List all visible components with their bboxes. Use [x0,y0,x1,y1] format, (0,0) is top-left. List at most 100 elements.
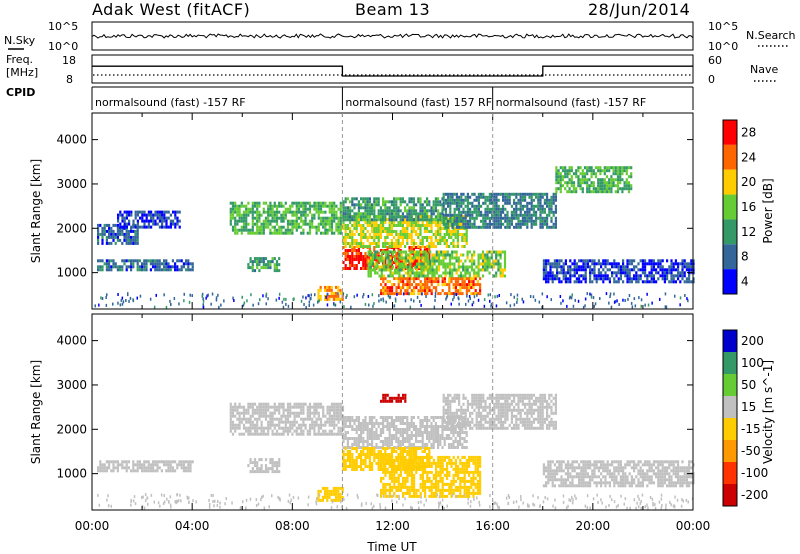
power-cell [603,178,606,182]
power-cell [176,210,179,214]
velocity-cell [439,443,442,446]
velocity-cell [264,417,268,421]
power-cell [588,178,591,182]
velocity-cell [317,417,320,421]
power-cell [134,232,137,236]
power-cell [539,225,542,229]
velocity-cell [445,416,448,419]
power-cell [388,224,391,227]
velocity-cell [330,492,333,496]
power-speckle [628,294,631,297]
power-cell [374,262,377,266]
power-cell [393,277,396,281]
power-cell [362,245,365,248]
power-speckle [389,295,392,299]
power-cell [357,261,360,264]
power-cell [357,258,360,261]
velocity-cell [360,462,363,465]
power-cell [238,213,241,217]
power-cell [431,268,434,272]
power-cell [599,169,602,173]
velocity-cell [313,414,316,418]
velocity-cell [432,440,435,443]
power-cell [451,271,454,275]
power-cell [251,210,254,214]
power-cell [594,175,598,179]
power-cell [556,271,559,275]
velocity-cell [395,440,398,443]
power-cell [105,259,108,263]
power-cell [395,289,398,293]
power-cell [456,245,459,248]
power-speckle [446,295,448,299]
power-cell [399,245,402,248]
power-cell [502,192,505,196]
power-cell [602,259,605,263]
power-speckle [293,297,295,301]
power-cell [415,218,418,221]
power-cell [424,256,427,260]
power-cell [417,224,420,227]
power-cell [424,292,427,296]
power-cell [602,262,605,266]
power-cell [384,206,387,210]
power-cell [389,250,392,254]
power-cell [346,267,349,270]
power-cell [353,197,356,201]
power-cell [407,253,410,257]
power-cell [302,213,305,217]
power-cell [369,271,372,275]
power-cell [497,262,500,266]
power-cell [408,246,411,249]
power-ytick-label: 2000 [56,221,87,235]
power-cell [560,280,563,284]
power-cell [530,204,533,208]
power-cell [362,261,365,264]
power-speckle [139,294,142,298]
power-cell [589,259,592,263]
power-cell [328,225,331,229]
power-cell [548,210,551,214]
power-cell [167,268,170,272]
power-cell [439,221,442,224]
power-cell [493,213,496,217]
velocity-cell [273,464,276,468]
velocity-cell [368,431,371,434]
velocity-cell [366,422,369,425]
velocity-cell [319,426,323,430]
power-cell [599,178,602,182]
power-cell [439,215,442,219]
power-cell [447,192,450,196]
power-speckle [94,304,96,308]
power-cell [477,207,480,211]
power-cell [191,262,194,266]
power-cell [637,277,640,281]
power-cell [570,184,573,188]
power-cell [644,259,647,263]
power-cell [366,215,369,218]
velocity-cell [335,423,338,427]
velocity-cell [415,440,418,443]
power-cell [386,246,389,249]
power-cell [592,172,595,176]
power-cell [579,178,582,182]
power-cell [105,268,108,272]
velocity-cell [328,414,331,418]
power-cell [479,292,482,296]
power-cell [526,222,529,226]
velocity-cell [357,437,360,440]
power-cell [524,216,527,220]
velocity-cell [366,437,369,440]
velocity-cell [456,422,459,425]
power-cell [419,230,422,233]
velocity-cell [251,414,254,418]
power-ytick-label: 3000 [56,177,87,191]
power-cell [406,283,409,287]
power-cell [289,210,292,214]
power-cell [428,224,431,227]
power-cell [578,268,581,272]
velocity-cell [167,469,170,473]
power-cell [524,198,527,202]
power-cell [444,225,447,229]
power-cell [560,268,563,272]
